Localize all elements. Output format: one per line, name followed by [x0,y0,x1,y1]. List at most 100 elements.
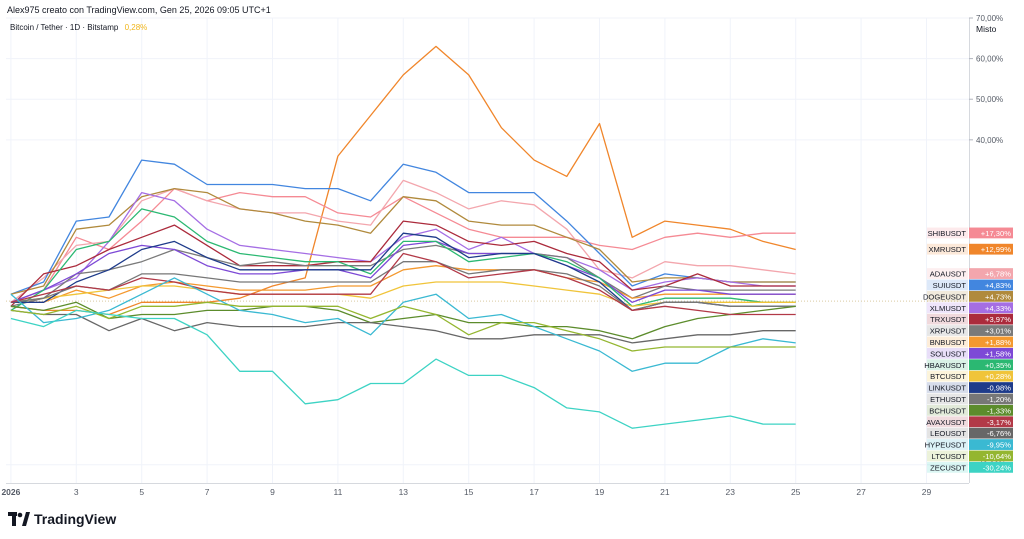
x-tick-label: 5 [139,487,144,497]
value-tag-ethusdt: ETHUSDT -1,20% [927,393,1013,405]
series-line-ltcusdt[interactable] [10,301,796,352]
tag-name-bg [927,227,968,239]
symbol-legend[interactable]: Bitcoin / Tether · 1D · Bitstamp 0,28% [10,23,147,32]
value-tag-ltcusdt: LTCUSDT -10,64% [927,450,1013,462]
value-tag-leousdt: LEOUSDT -6,76% [927,427,1013,439]
tag-value: -1,20% [987,395,1011,404]
tag-symbol: BTCUSDT [930,372,966,381]
tag-symbol: LTCUSDT [932,452,967,461]
tag-value: +0,28% [985,372,1011,381]
tradingview-logo[interactable]: TradingView [8,511,116,527]
tag-name-bg [927,279,968,291]
tag-symbol: HBARUSDT [924,361,966,370]
series-line-hbarusdt[interactable] [10,208,796,311]
value-tag-adausdt: ADAUSDT +6,78% [927,268,1013,279]
tag-symbol: HYPEUSDT [925,441,967,450]
tag-name-bg [927,416,968,428]
tag-value-bg [969,450,1013,462]
series-line-ethusdt[interactable] [10,261,796,312]
series-line-hypeusdt[interactable] [10,277,796,372]
x-tick-label: 27 [856,487,866,497]
tag-value: -30,24% [983,463,1012,472]
tag-value-bg [969,439,1013,450]
value-tag-xmrusdt: XMRUSDT +12,99% [927,243,1013,255]
tag-name-bg [927,268,968,279]
y-tick-label: 60,00% [976,55,1003,64]
series-line-dogeusdt[interactable] [10,187,796,295]
series-line-adausdt[interactable] [10,179,796,303]
value-tag-btcusdt: BTCUSDT +0,28% [927,370,1013,382]
series-line-suiusdt[interactable] [10,159,796,295]
tag-value: +4,73% [985,292,1011,301]
value-tag-dogeusdt: DOGEUSDT +4,73% [923,290,1013,302]
tag-value: +4,83% [985,281,1011,290]
x-tick-label: 23 [726,487,736,497]
value-tag-trxusdt: TRXUSDT +3,97% [927,313,1013,325]
y-tick-label: 50,00% [976,95,1003,104]
value-tag-hypeusdt: HYPEUSDT -9,95% [925,439,1013,450]
series-layer [10,45,796,429]
tag-value-bg [969,302,1013,314]
series-line-xmrusdt[interactable] [10,45,796,316]
x-tick-label: 17 [529,487,539,497]
value-tag-shibusdt: SHIBUSDT +17,30% [927,227,1013,239]
tag-symbol: DOGEUSDT [923,292,966,301]
tag-name-bg [927,393,968,405]
series-line-zecusdt[interactable] [10,309,796,429]
tag-value-bg [969,336,1013,348]
tag-value-bg [969,279,1013,291]
value-tag-linkusdt: LINKUSDT -0,98% [927,382,1013,393]
time-scale[interactable]: 2026 3 5 7 9 11 13 15 17 19 21 23 25 27 29 [1,487,931,497]
tag-value-bg [969,243,1013,255]
tag-value: +6,78% [985,270,1011,279]
series-value-tags: SHIBUSDT +17,30% XMRUSDT +12,99% ADAUSDT +6,7… [923,227,1013,473]
chart-header: Alex975 creato con TradingView.com, Gen … [7,5,271,15]
tag-value: +17,30% [981,229,1011,238]
value-tag-bnbusdt: BNBUSDT +1,88% [927,336,1013,348]
tag-value-bg [969,347,1013,359]
tag-symbol: BNBUSDT [930,338,967,347]
value-tag-hbarusdt: HBARUSDT +0,35% [924,359,1013,371]
tag-name-bg [927,359,968,371]
series-line-solusdt[interactable] [10,240,796,303]
tag-name-bg [927,461,968,473]
series-line-xlmusdt[interactable] [10,191,796,303]
tag-symbol: XMRUSDT [928,245,966,254]
x-tick-label: 15 [464,487,474,497]
series-line-avaxusdt[interactable] [10,252,796,316]
tag-value-bg [969,313,1013,325]
series-line-bchusdt[interactable] [10,301,796,340]
tag-symbol: SHIBUSDT [928,229,967,238]
scale-mode-label[interactable]: Misto [976,24,997,34]
tag-name-bg [927,450,968,462]
x-tick-label: 2026 [1,487,20,497]
tag-symbol: XLMUSDT [930,304,967,313]
value-tag-solusdt: SOLUSDT +1,58% [927,347,1013,359]
tag-symbol: LINKUSDT [928,384,966,393]
tag-value: +1,88% [985,338,1011,347]
tag-value: +1,58% [985,349,1011,358]
tag-value: +3,01% [985,327,1011,336]
tag-value-bg [969,382,1013,393]
x-tick-label: 3 [74,487,79,497]
tag-name-bg [927,336,968,348]
tag-value-bg [969,227,1013,239]
x-tick-label: 9 [270,487,275,497]
tag-value: -6,76% [987,429,1011,438]
x-tick-label: 21 [660,487,670,497]
tag-name-bg [927,290,968,302]
tag-value: +0,35% [985,361,1011,370]
tag-symbol: ETHUSDT [930,395,966,404]
symbol-title: Bitcoin / Tether · 1D · Bitstamp [10,23,119,32]
tag-value: -0,98% [987,384,1011,393]
tag-name-bg [927,313,968,325]
symbol-change: 0,28% [124,23,148,32]
tradingview-logo-icon [8,512,30,526]
x-tick-label: 11 [333,487,342,497]
series-line-xrpusdt[interactable] [10,244,796,307]
tag-name-bg [927,302,968,314]
value-tag-bchusdt: BCHUSDT -1,33% [927,404,1013,416]
tag-name-bg [927,325,968,336]
x-tick-label: 25 [791,487,801,497]
